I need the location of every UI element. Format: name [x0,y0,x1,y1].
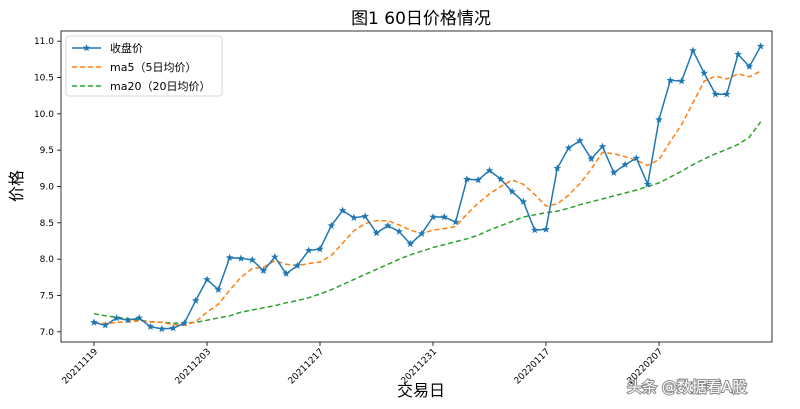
data-point [621,160,629,168]
data-point [338,206,347,214]
data-point [214,285,223,293]
data-point [135,314,143,322]
data-point [587,154,595,163]
data-point [553,164,562,172]
data-point [440,213,449,221]
data-point [723,90,731,98]
legend-label: ma20（20日均价） [110,80,210,93]
data-point [745,62,754,70]
data-point [293,261,302,269]
chart-title: 图1 60日价格情况 [351,9,491,29]
data-point [530,226,539,234]
y-tick-label: 11.0 [34,37,54,47]
data-point [666,76,675,84]
data-point [564,144,573,152]
legend-label: ma5（5日均价） [110,61,196,74]
data-point [463,175,471,183]
series-layer [90,42,765,333]
y-tick-label: 8.5 [40,219,54,229]
data-point [259,266,268,274]
data-point [474,176,482,184]
data-point [711,90,720,98]
data-point [101,321,110,329]
data-point [248,255,256,264]
data-point [158,324,166,333]
data-point [417,229,426,237]
data-point [406,239,415,248]
data-point [271,253,279,261]
data-point [361,212,369,220]
legend: 收盘价 ma5（5日均价） ma20（20日均价） [65,35,223,97]
x-axis-label: 交易日 [397,381,445,400]
y-tick-label: 8.0 [40,255,55,265]
data-point [576,136,584,144]
y-tick-label: 7.0 [40,328,55,338]
data-point [485,166,494,174]
data-point [225,253,234,261]
data-point [384,221,392,229]
y-tick-label: 9.0 [40,183,55,193]
data-point [191,296,200,304]
data-point [327,221,336,229]
x-tick-label: 20220117 [513,347,552,386]
legend-marker [82,44,91,52]
data-point [643,180,652,188]
data-point [203,275,211,283]
data-point [429,213,437,221]
legend-label: 收盘价 [110,41,143,55]
series-line-2 [93,121,762,324]
y-tick-label: 10.0 [34,110,54,120]
data-point [316,245,324,253]
y-axis-label: 价格 [7,170,26,202]
data-point [112,314,121,322]
data-point [282,269,290,277]
y-tick-label: 10.5 [34,74,54,84]
x-axis: 20211119 20211203 20211217 20211231 20220117… [61,342,665,387]
x-tick-label: 20211203 [174,347,213,386]
series-line-0 [93,45,762,330]
data-point [451,218,460,226]
x-tick-label: 20211217 [287,347,326,386]
data-point [756,42,765,50]
data-point [124,316,132,324]
data-point [542,225,550,233]
data-point [237,254,245,262]
x-tick-label: 20211119 [61,347,101,387]
data-point [350,213,358,221]
data-point [180,319,189,327]
data-point [395,227,403,235]
y-axis: 7.0 7.5 8.0 8.5 9.0 9.5 10.0 10.5 11.0 [34,37,61,338]
data-point [497,175,505,183]
data-point [90,318,98,326]
data-point [169,324,177,332]
data-point [734,50,742,58]
data-point [519,197,528,205]
data-point [598,142,607,150]
series-line-1 [93,70,762,327]
data-point [677,77,686,85]
y-tick-label: 7.5 [40,291,54,301]
data-point [689,46,697,54]
data-point [655,115,663,123]
data-point [304,246,313,254]
watermark: 头条 @数据看A股 [627,378,747,396]
y-tick-label: 9.5 [40,146,54,156]
data-point [632,154,641,162]
data-point [610,168,618,176]
legend-box [65,35,223,97]
data-point [146,322,155,330]
data-point [508,187,516,195]
data-point [700,69,708,77]
data-point [372,229,381,237]
